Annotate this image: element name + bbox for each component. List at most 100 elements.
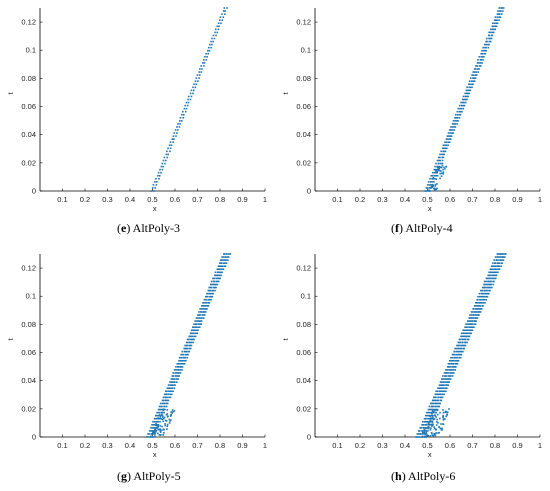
data-point (437, 399, 440, 402)
data-point (154, 187, 157, 189)
data-point (166, 409, 169, 411)
data-point (153, 424, 156, 426)
data-point (477, 295, 479, 298)
data-point (474, 317, 477, 319)
data-point (218, 25, 220, 28)
x-tick-label: 0.8 (490, 195, 500, 204)
data-point (214, 31, 216, 34)
chart-h: 0.1 0.2 0.3 0.4 0.5 0.6 0.7 0.8 0.9 1 0 0.02 0.04 0.0… (281, 253, 542, 459)
data-point (473, 71, 476, 73)
data-point (183, 113, 185, 116)
data-point (203, 298, 206, 301)
data-point (504, 253, 506, 255)
data-point (439, 387, 441, 389)
data-point (173, 384, 175, 386)
data-point (488, 280, 490, 283)
data-point (190, 338, 193, 341)
data-point (174, 378, 176, 380)
data-point (496, 256, 499, 258)
data-point (500, 256, 503, 258)
data-point (207, 298, 210, 301)
data-point (162, 420, 165, 423)
data-point (473, 323, 475, 325)
data-point (211, 292, 213, 295)
data-point (147, 436, 149, 438)
data-point (216, 25, 219, 28)
data-point (447, 132, 450, 134)
data-point (467, 329, 470, 332)
data-point (464, 92, 466, 95)
data-point (448, 129, 451, 131)
data-point (474, 323, 477, 325)
data-point (162, 399, 165, 402)
data-point (485, 286, 488, 289)
data-point (494, 28, 497, 31)
data-point (466, 329, 468, 332)
data-point (150, 435, 152, 438)
data-point (203, 305, 206, 307)
data-point (439, 384, 442, 386)
data-point (494, 268, 497, 271)
data-point (433, 187, 436, 190)
data-point (145, 436, 148, 438)
data-point (497, 256, 500, 258)
data-point (419, 433, 421, 435)
data-point (454, 350, 456, 353)
data-point (210, 295, 212, 298)
caption-h: (h) AltPoly-6 (391, 469, 456, 483)
data-point (207, 305, 210, 307)
data-point (472, 80, 474, 82)
data-point (193, 329, 195, 332)
data-point (484, 292, 486, 295)
data-point (441, 164, 444, 167)
data-point (456, 344, 458, 347)
data-point (169, 147, 172, 150)
data-point (451, 372, 454, 374)
data-point (444, 144, 446, 147)
data-point (222, 253, 225, 255)
x-tick-label: 0.2 (355, 195, 365, 204)
data-point (492, 283, 494, 286)
data-point (435, 428, 437, 431)
data-point (432, 396, 435, 399)
data-point (433, 427, 436, 430)
data-point (431, 405, 434, 408)
data-point (167, 147, 169, 150)
data-point (470, 311, 473, 313)
data-point (168, 144, 171, 147)
data-point (497, 271, 499, 274)
data-point (225, 256, 227, 258)
data-point (160, 171, 162, 174)
data-point (172, 135, 175, 137)
data-point (156, 424, 158, 427)
data-point (160, 411, 163, 414)
data-point (500, 10, 502, 12)
data-point (488, 274, 491, 277)
data-point (202, 305, 205, 307)
data-point (458, 104, 461, 107)
data-point (425, 436, 427, 438)
data-point (445, 144, 448, 147)
data-point (442, 411, 445, 414)
data-point (480, 56, 483, 58)
data-point (461, 335, 464, 338)
data-point (431, 420, 433, 422)
y-tick-label: 0.04 (296, 130, 311, 139)
data-point (456, 363, 459, 365)
data-point (216, 271, 219, 274)
data-point (441, 156, 444, 159)
data-point (426, 435, 428, 437)
data-point (154, 429, 157, 431)
data-point (455, 356, 458, 359)
data-point (476, 317, 479, 319)
data-point (430, 185, 433, 188)
data-point (445, 138, 448, 140)
data-point (430, 411, 433, 414)
data-point (459, 110, 462, 113)
data-point (498, 265, 501, 267)
data-point (483, 289, 486, 292)
data-point (428, 189, 430, 191)
data-point (424, 435, 426, 438)
data-point (169, 419, 172, 421)
data-point (492, 28, 495, 31)
